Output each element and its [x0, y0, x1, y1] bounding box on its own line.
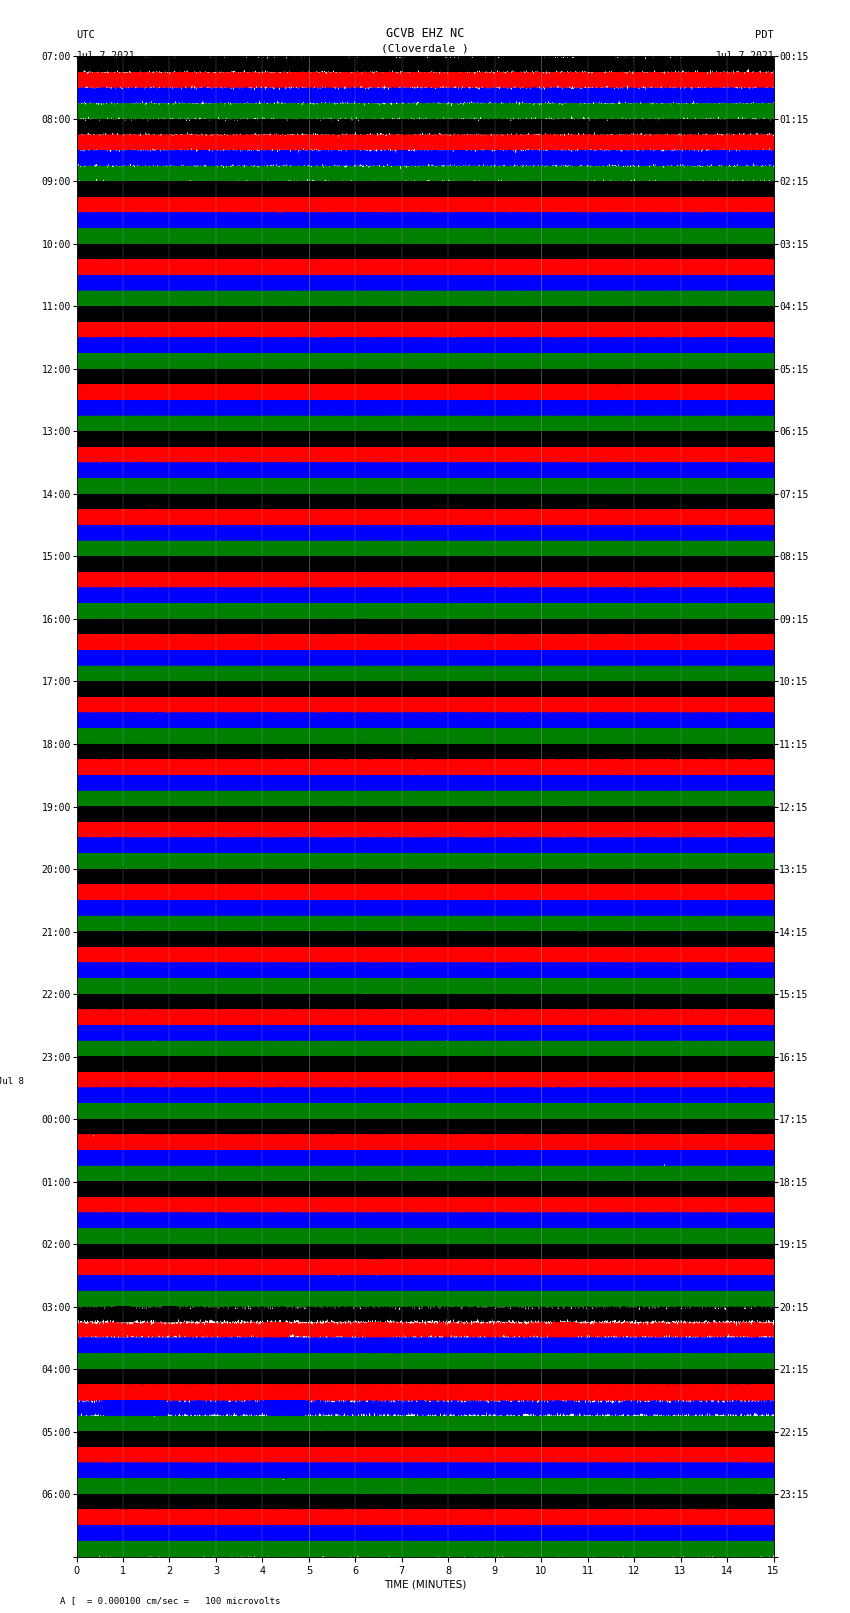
Text: A [  = 0.000100 cm/sec =   100 microvolts: A [ = 0.000100 cm/sec = 100 microvolts [60, 1595, 280, 1605]
Text: PDT: PDT [755, 31, 774, 40]
Text: UTC: UTC [76, 31, 95, 40]
Text: I = 0.000100 cm/sec: I = 0.000100 cm/sec [374, 58, 476, 68]
Text: GCVB EHZ NC: GCVB EHZ NC [386, 27, 464, 40]
Text: Jul 7,2021: Jul 7,2021 [715, 52, 774, 61]
Text: (Cloverdale ): (Cloverdale ) [381, 44, 469, 53]
Text: Jul 8: Jul 8 [0, 1077, 24, 1086]
Text: Jul 7,2021: Jul 7,2021 [76, 52, 135, 61]
X-axis label: TIME (MINUTES): TIME (MINUTES) [384, 1579, 466, 1589]
